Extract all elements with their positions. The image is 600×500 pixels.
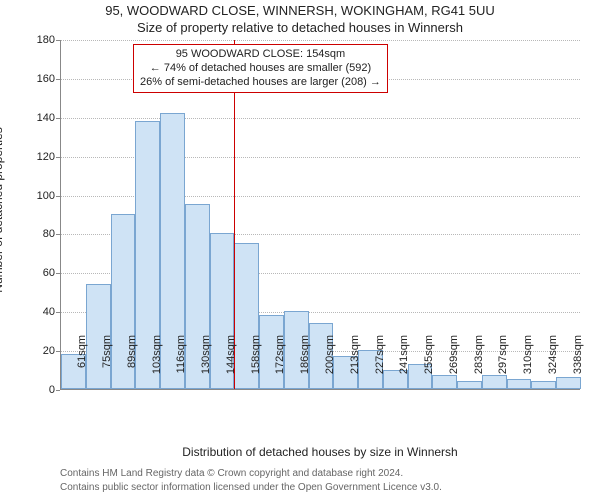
x-tick-label: 200sqm	[324, 335, 336, 395]
y-tick-label: 60	[15, 267, 55, 279]
y-tick-mark	[56, 40, 60, 41]
x-axis-label: Distribution of detached houses by size …	[60, 445, 580, 459]
x-tick-label: 116sqm	[175, 335, 187, 395]
y-axis-label: Number of detached properties	[0, 127, 5, 292]
y-tick-label: 0	[15, 384, 55, 396]
y-tick-label: 100	[15, 190, 55, 202]
y-tick-label: 20	[15, 345, 55, 357]
x-tick-label: 255sqm	[423, 335, 435, 395]
footer-line-1: Contains HM Land Registry data © Crown c…	[60, 468, 403, 479]
x-tick-label: 269sqm	[448, 335, 460, 395]
chart-title-main: 95, WOODWARD CLOSE, WINNERSH, WOKINGHAM,…	[0, 3, 600, 18]
x-tick-label: 241sqm	[398, 335, 410, 395]
annotation-box: 95 WOODWARD CLOSE: 154sqm ← 74% of detac…	[133, 44, 388, 93]
y-tick-label: 80	[15, 228, 55, 240]
y-tick-mark	[56, 273, 60, 274]
x-tick-label: 186sqm	[299, 335, 311, 395]
y-tick-label: 180	[15, 34, 55, 46]
y-tick-mark	[56, 196, 60, 197]
y-tick-mark	[56, 234, 60, 235]
y-tick-mark	[56, 312, 60, 313]
x-tick-label: 103sqm	[151, 335, 163, 395]
x-tick-label: 61sqm	[76, 335, 88, 395]
plot-area: 95 WOODWARD CLOSE: 154sqm ← 74% of detac…	[60, 40, 580, 390]
x-tick-label: 227sqm	[374, 335, 386, 395]
annotation-line-1: 95 WOODWARD CLOSE: 154sqm	[140, 48, 381, 62]
x-tick-label: 297sqm	[497, 335, 509, 395]
y-tick-mark	[56, 351, 60, 352]
y-tick-mark	[56, 79, 60, 80]
x-tick-label: 338sqm	[572, 335, 584, 395]
annotation-line-2: ← 74% of detached houses are smaller (59…	[140, 62, 381, 76]
y-tick-label: 120	[15, 151, 55, 163]
y-tick-label: 140	[15, 112, 55, 124]
x-tick-label: 172sqm	[274, 335, 286, 395]
y-tick-mark	[56, 118, 60, 119]
x-tick-label: 324sqm	[547, 335, 559, 395]
x-tick-label: 310sqm	[522, 335, 534, 395]
y-tick-label: 160	[15, 73, 55, 85]
x-tick-label: 158sqm	[250, 335, 262, 395]
x-tick-label: 89sqm	[126, 335, 138, 395]
x-tick-label: 283sqm	[473, 335, 485, 395]
x-tick-label: 75sqm	[101, 335, 113, 395]
footer-line-2: Contains public sector information licen…	[60, 482, 442, 493]
y-tick-label: 40	[15, 306, 55, 318]
y-tick-mark	[56, 157, 60, 158]
chart-container: 95, WOODWARD CLOSE, WINNERSH, WOKINGHAM,…	[0, 0, 600, 500]
x-tick-label: 130sqm	[200, 335, 212, 395]
chart-title-sub: Size of property relative to detached ho…	[0, 20, 600, 35]
annotation-line-3: 26% of semi-detached houses are larger (…	[140, 76, 381, 90]
x-tick-label: 144sqm	[225, 335, 237, 395]
y-tick-mark	[56, 390, 60, 391]
x-tick-label: 213sqm	[349, 335, 361, 395]
